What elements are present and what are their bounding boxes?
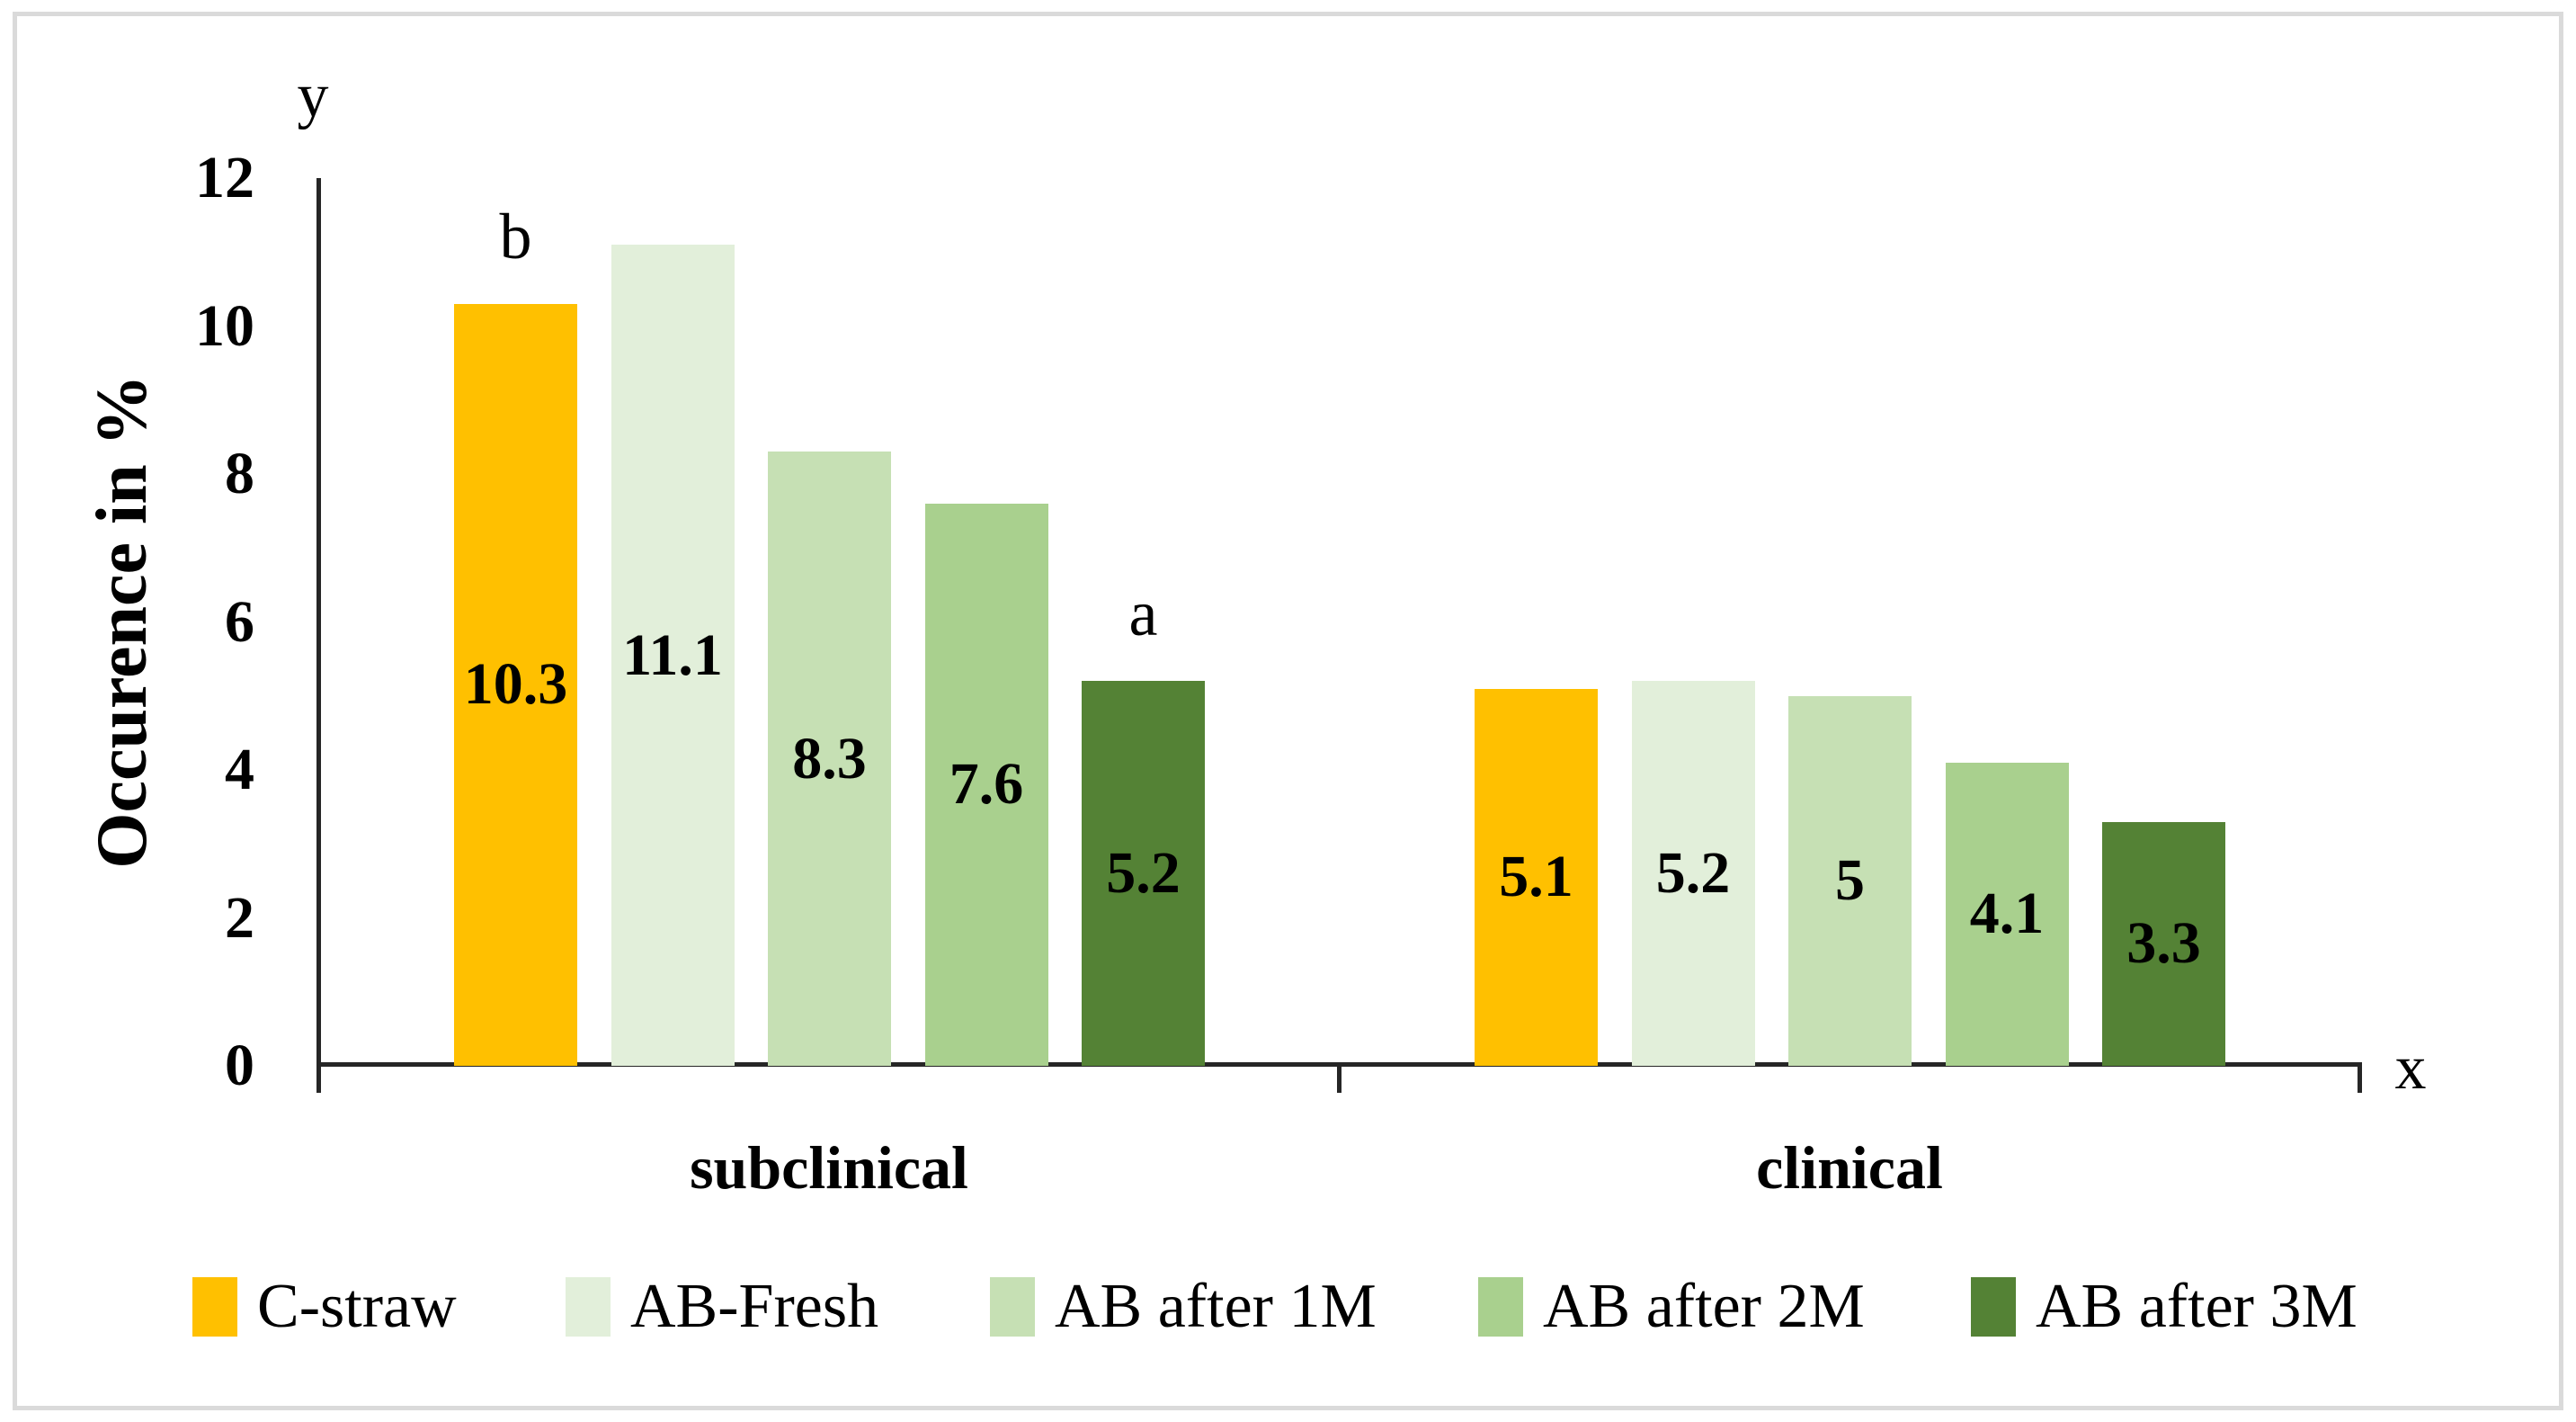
x-axis-letter: x [2394,1033,2427,1103]
bar-value-label: 4.1 [1969,881,2045,947]
bar-value-label: 5.1 [1499,844,1573,910]
bar-value-label: 10.3 [463,651,568,718]
legend-swatch [566,1277,611,1337]
y-tick-label: 4 [225,737,254,802]
significance-letter-a: a [1128,577,1158,650]
bar-ab-after-2m-subclinical [924,503,1048,1066]
bar-c-straw-subclinical [454,303,577,1066]
category-label-subclinical: subclinical [690,1133,968,1202]
legend-item-ab-fresh: AB-Fresh [566,1272,879,1341]
y-tick-label: 10 [195,292,254,359]
bar-ab-after-1m-subclinical [768,452,891,1066]
legend-item-ab-after-2m: AB after 2M [1478,1272,1865,1341]
legend-swatch [1971,1277,2016,1337]
y-axis-line [316,178,321,1093]
y-tick-label: 6 [225,588,254,655]
x-axis-tick-middle [1337,1062,1341,1093]
legend-swatch [1478,1277,1523,1337]
y-tick-label: 2 [225,884,254,951]
bar-ab-after-2m-clinical [1945,762,2069,1066]
bar-value-label: 8.3 [792,725,867,791]
bar-value-label: 11.1 [622,622,723,688]
x-axis-tick-left [316,1062,321,1093]
bar-ab-after-3m-subclinical [1082,681,1205,1066]
legend-swatch [192,1277,237,1337]
y-tick-label: 8 [225,441,254,506]
bar-ab-after-3m-clinical [2102,821,2225,1066]
bar-value-label: 3.3 [2126,910,2201,977]
legend-label: AB after 3M [2036,1272,2358,1341]
legend-swatch [990,1277,1035,1337]
y-tick-label: 12 [195,145,254,210]
bar-value-label: 5 [1835,847,1865,914]
legend-item-ab-after-1m: AB after 1M [990,1272,1377,1341]
y-tick-label: 0 [225,1033,254,1098]
x-axis-tick-right [2358,1062,2362,1093]
bar-ab-fresh-subclinical [611,245,735,1066]
legend-label: AB after 2M [1543,1272,1865,1341]
bar-ab-after-1m-clinical [1788,695,1912,1066]
bar-c-straw-clinical [1475,688,1598,1066]
y-axis-letter: y [297,61,329,130]
bar-value-label: 5.2 [1655,840,1731,907]
legend-label: AB after 1M [1055,1272,1377,1341]
bar-ab-fresh-clinical [1631,681,1755,1066]
legend-item-c-straw: C-straw [192,1272,457,1341]
legend-label: C-straw [257,1272,457,1341]
significance-letter-b: b [499,200,532,273]
legend-label: AB-Fresh [630,1272,879,1341]
bar-value-label: 5.2 [1106,840,1181,907]
category-label-clinical: clinical [1756,1133,1943,1202]
bar-value-label: 7.6 [949,751,1024,818]
figure-border [13,12,2563,1410]
legend-item-ab-after-3m: AB after 3M [1971,1272,2358,1341]
